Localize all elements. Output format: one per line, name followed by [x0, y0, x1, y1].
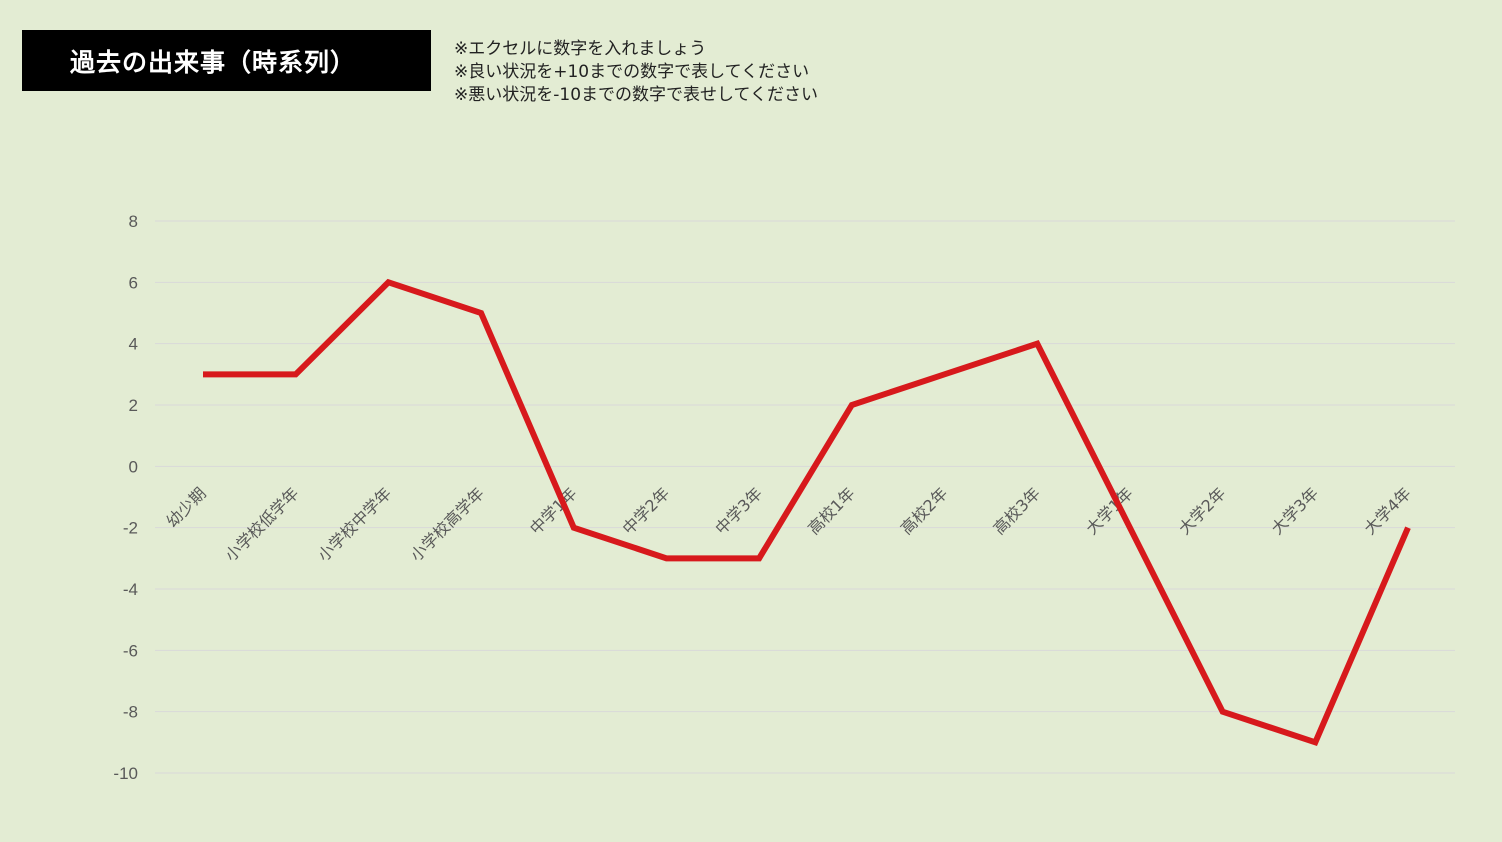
- x-tick-label: 小学校低学年: [221, 484, 302, 565]
- y-axis-ticks: 8 6 4 2 0 -2 -4 -6 -8 -10: [113, 212, 138, 783]
- y-tick-label: -10: [113, 764, 138, 783]
- page-title: 過去の出来事（時系列）: [22, 30, 431, 91]
- x-axis-ticks: 幼少期 小学校低学年 小学校中学年 小学校高学年 中学1年 中学2年 中学3年 高校1年 高校2…: [162, 484, 1414, 565]
- y-tick-label: 6: [129, 273, 138, 292]
- y-tick-label: 8: [129, 212, 138, 231]
- y-tick-label: -6: [123, 641, 138, 660]
- x-tick-label: 大学3年: [1268, 484, 1323, 539]
- y-tick-label: -2: [123, 519, 138, 538]
- note-line-2: ※良い状況を+10までの数字で表してください: [454, 62, 810, 82]
- y-tick-label: 2: [129, 396, 138, 415]
- x-tick-label: 中学3年: [711, 484, 766, 539]
- y-tick-label: 0: [129, 457, 138, 476]
- x-tick-label: 高校2年: [897, 484, 952, 539]
- note-line-3: ※悪い状況を-10までの数字で表せしてください: [454, 85, 818, 105]
- series-layer: [203, 278, 1411, 747]
- y-tick-label: 4: [129, 335, 138, 354]
- series-line: [203, 278, 1411, 747]
- x-tick-label: 高校1年: [804, 484, 859, 539]
- note-line-1: ※エクセルに数字を入れましょう: [454, 39, 707, 59]
- x-tick-label: 中学2年: [619, 484, 674, 539]
- y-tick-label: -4: [123, 580, 138, 599]
- x-tick-label: 小学校高学年: [407, 484, 488, 565]
- x-tick-label: 小学校中学年: [314, 484, 395, 565]
- x-tick-label: 幼少期: [162, 484, 209, 531]
- gridlines: [155, 220, 1455, 774]
- x-tick-label: 高校3年: [989, 484, 1044, 539]
- instruction-notes: ※エクセルに数字を入れましょう ※良い状況を+10までの数字で表してください ※…: [454, 38, 818, 107]
- y-tick-label: -8: [123, 703, 138, 722]
- x-tick-label: 大学2年: [1175, 484, 1230, 539]
